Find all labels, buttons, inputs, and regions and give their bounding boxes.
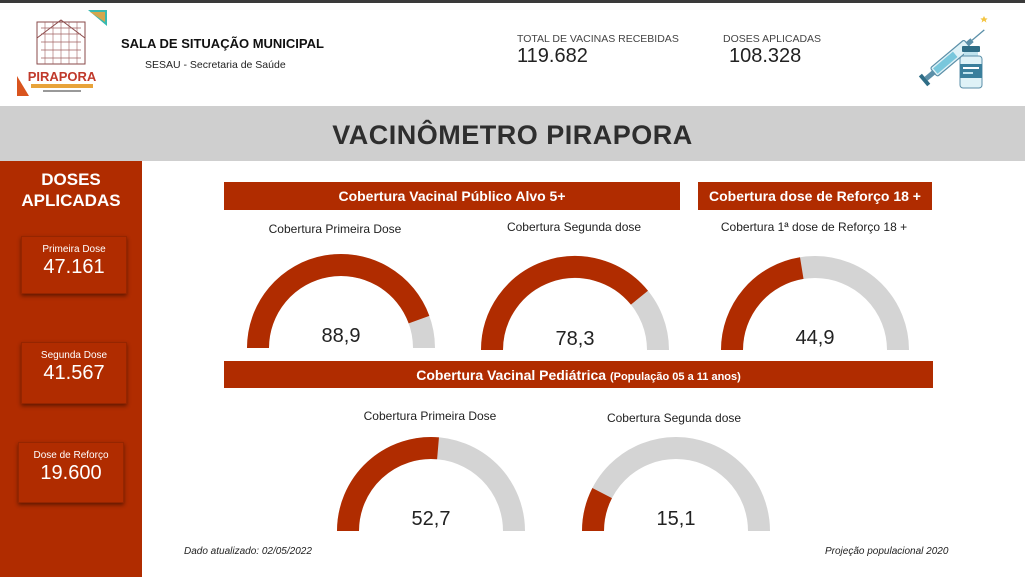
gauge-title-first-dose: Cobertura Primeira Dose <box>268 222 402 236</box>
gauge-fill <box>337 437 439 532</box>
gauge-title-second-dose: Cobertura Segunda dose <box>506 220 642 234</box>
section-pediatric-coverage: Cobertura Vacinal Pediátrica (População … <box>224 361 933 388</box>
booster-dose-value: 19.600 <box>40 462 102 484</box>
gauge-ped-first-dose <box>337 437 525 532</box>
sidebar-title: DOSES APLICADAS <box>0 169 142 211</box>
sidebar-title-line2: APLICADAS <box>21 191 121 210</box>
header <box>0 3 1025 106</box>
header-subtitle: SESAU - Secretaria de Saúde <box>145 59 286 71</box>
first-dose-value: 47.161 <box>43 256 105 278</box>
gauge-booster <box>721 256 909 351</box>
gauge-value-first-dose: 88,9 <box>321 325 361 347</box>
banner <box>0 106 1025 161</box>
booster-dose-label: Dose de Reforço <box>33 450 109 461</box>
kpi-received-value: 119.682 <box>517 45 588 67</box>
second-dose-card: Segunda Dose 41.567 <box>21 342 127 404</box>
gauge-value-second-dose: 78,3 <box>555 328 595 350</box>
pirapora-logo: PIRAPORA <box>17 10 107 96</box>
kpi-applied-label: DOSES APLICADAS <box>723 33 822 45</box>
gauge-ped-second-dose <box>582 437 770 532</box>
updated-date: Dado atualizado: 02/05/2022 <box>184 546 312 557</box>
page-title: VACINÔMETRO PIRAPORA <box>332 120 693 150</box>
gauge-title-ped-second-dose: Cobertura Segunda dose <box>606 411 742 425</box>
booster-dose-card: Dose de Reforço 19.600 <box>18 442 124 503</box>
gauge-fill <box>721 257 804 351</box>
sidebar-title-line1: DOSES <box>41 170 101 189</box>
gauge-first-dose <box>247 254 435 349</box>
gauge-fill <box>481 256 648 351</box>
section-booster-coverage: Cobertura dose de Reforço 18 + <box>698 182 932 210</box>
kpi-received-label: TOTAL DE VACINAS RECEBIDAS <box>517 33 679 45</box>
first-dose-card: Primeira Dose 47.161 <box>21 236 127 294</box>
section-adult-coverage: Cobertura Vacinal Público Alvo 5+ <box>224 182 680 210</box>
vaccine-syringe-icon <box>918 16 988 89</box>
gauge-fill <box>247 254 430 349</box>
gauge-title-ped-first-dose: Cobertura Primeira Dose <box>363 409 497 423</box>
top-border <box>0 0 1025 3</box>
svg-text:PIRAPORA: PIRAPORA <box>28 69 97 84</box>
gauge-title-booster: Cobertura 1ª dose de Reforço 18 + <box>720 220 908 234</box>
gauge-value-ped-second-dose: 15,1 <box>656 508 696 530</box>
gauge-fill <box>582 488 613 532</box>
gauge-value-ped-first-dose: 52,7 <box>411 508 451 530</box>
first-dose-label: Primeira Dose <box>42 244 106 255</box>
header-title: SALA DE SITUAÇÃO MUNICIPAL <box>121 36 324 51</box>
pediatric-section-note: (População 05 a 11 anos) <box>609 371 741 383</box>
gauge-value-booster: 44,9 <box>795 327 835 349</box>
second-dose-label: Segunda Dose <box>40 350 108 361</box>
gauge-second-dose <box>481 256 669 351</box>
kpi-applied-value: 108.328 <box>729 45 802 67</box>
pediatric-section-title: Cobertura Vacinal Pediátrica <box>416 367 607 383</box>
population-projection-note: Projeção populacional 2020 <box>825 546 949 557</box>
second-dose-value: 41.567 <box>43 362 105 384</box>
